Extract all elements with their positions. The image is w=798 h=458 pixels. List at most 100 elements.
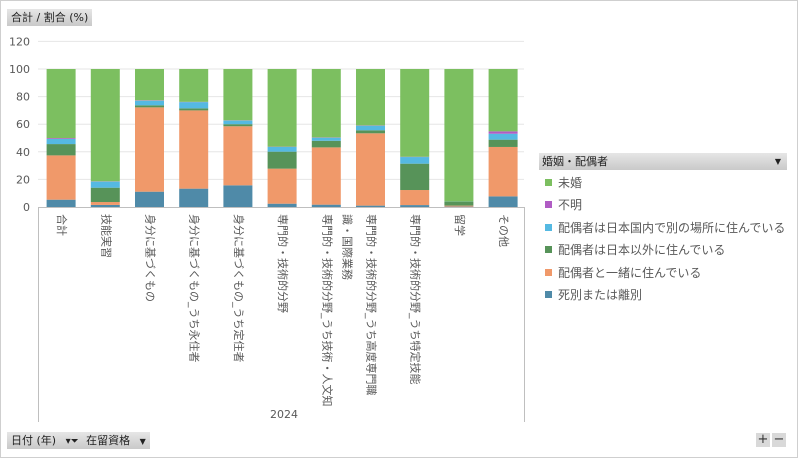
category-label: 留学	[452, 214, 466, 236]
category-label: 専門的・技術的分野_うち特定技能	[408, 214, 422, 385]
bar-segment[interactable]	[135, 107, 164, 192]
bar-segment[interactable]	[356, 133, 385, 206]
legend-label: 未婚	[558, 176, 583, 190]
bar-segment[interactable]	[135, 69, 164, 101]
legend-swatch	[545, 291, 552, 298]
bar-segment[interactable]	[90, 204, 120, 207]
legend-swatch	[545, 201, 552, 209]
bar-segment[interactable]	[488, 131, 518, 134]
bar-segment[interactable]	[179, 69, 209, 102]
dropdown-arrow-icon[interactable]: ▼	[774, 157, 781, 166]
bar-segment[interactable]	[135, 100, 164, 106]
status-field-button[interactable]: 在留資格	[86, 434, 131, 447]
y-tick-label: 40	[16, 146, 30, 159]
legend-label: 死別または離別	[558, 288, 643, 302]
category-label: 技能実習	[99, 214, 113, 258]
bar-segment[interactable]	[46, 138, 76, 139]
bar-segment[interactable]	[311, 147, 341, 205]
bar-segment[interactable]	[488, 139, 518, 147]
category-label: 身分に基づくもの_うち永住者	[187, 214, 201, 363]
bar-segment[interactable]	[488, 69, 518, 132]
zoom-in-button[interactable]: +	[756, 432, 770, 447]
bar-segment[interactable]	[356, 125, 385, 131]
bar-segment[interactable]	[46, 144, 76, 156]
bar-segment[interactable]	[400, 163, 430, 191]
bar-segment[interactable]	[488, 146, 518, 197]
filter-icon[interactable]: ▾⏷	[65, 436, 79, 447]
bar-segment[interactable]	[356, 205, 385, 207]
bar-segment[interactable]	[400, 190, 430, 206]
dropdown-arrow-icon[interactable]: ▼	[139, 437, 146, 446]
bar-segment[interactable]	[223, 126, 253, 186]
legend-label: 配偶者は日本以外に住んでいる	[558, 243, 726, 258]
bar-segment[interactable]	[311, 140, 341, 148]
bar-segment[interactable]	[488, 133, 518, 140]
date-field-button[interactable]: 日付 (年)	[11, 434, 57, 447]
bar-segment[interactable]	[223, 185, 253, 207]
bar-segment[interactable]	[135, 191, 164, 207]
bar-segment[interactable]	[90, 181, 120, 188]
bar-segment[interactable]	[223, 124, 253, 127]
legend-item: 配偶者は日本以外に住んでいる	[545, 241, 725, 258]
bar-segment[interactable]	[311, 137, 341, 141]
legend-swatch	[545, 246, 552, 254]
bar-segment[interactable]	[267, 146, 297, 152]
bar-segment[interactable]	[90, 187, 120, 203]
bar-segment[interactable]	[267, 203, 297, 207]
value-field-button[interactable]: 合計 / 割合 (%)	[7, 9, 93, 26]
legend-item: 死別または離別	[545, 286, 642, 303]
bar-segment[interactable]	[444, 69, 474, 202]
year-axis-label: 2024	[270, 408, 298, 421]
bar-segment[interactable]	[267, 168, 297, 204]
bar-segment[interactable]	[267, 69, 297, 147]
bar-segment[interactable]	[267, 151, 297, 169]
category-label: 身分に基づくもの_うち定住者	[231, 214, 245, 363]
bar-segment[interactable]	[179, 110, 209, 189]
y-tick-label: 120	[9, 35, 30, 48]
y-tick-label: 0	[23, 201, 30, 214]
bar-segment[interactable]	[90, 202, 120, 205]
category-label: 専門的・技術的分野_うち高度専門職	[364, 214, 378, 396]
category-label: 専門的・技術的分野_うち技術・人文知識・国際業務	[320, 214, 354, 407]
y-tick-label: 80	[16, 91, 30, 104]
category-label: 合計	[55, 214, 69, 236]
legend-swatch	[545, 268, 552, 276]
bar-segment[interactable]	[179, 108, 209, 111]
bar-segment[interactable]	[223, 69, 253, 121]
legend-swatch	[545, 223, 552, 231]
category-label: 身分に基づくもの	[143, 214, 157, 302]
category-label: 専門的・技術的分野	[276, 214, 290, 313]
category-label: その他	[497, 214, 511, 247]
bar-segment[interactable]	[356, 130, 385, 134]
bar-segment[interactable]	[135, 105, 164, 108]
bar-segment[interactable]	[46, 138, 76, 145]
bar-segment[interactable]	[400, 205, 430, 207]
legend-label: 配偶者と一緒に住んでいる	[558, 265, 702, 280]
bar-segment[interactable]	[356, 69, 385, 126]
bar-segment[interactable]	[46, 69, 76, 139]
legend-title: 婚姻・配偶者	[542, 155, 608, 168]
bar-segment[interactable]	[444, 205, 474, 207]
bar-segment[interactable]	[488, 196, 518, 207]
bar-segment[interactable]	[311, 204, 341, 207]
y-tick-label: 60	[16, 118, 30, 131]
legend-label: 配偶者は日本国内で別の場所に住んでいる	[558, 220, 786, 235]
bar-segment[interactable]	[179, 188, 209, 207]
bar-segment[interactable]	[179, 102, 209, 109]
bar-segment[interactable]	[444, 201, 474, 206]
bar-segment[interactable]	[400, 69, 430, 157]
bar-segment[interactable]	[223, 120, 253, 125]
legend-label: 不明	[558, 198, 583, 213]
y-tick-label: 20	[16, 173, 30, 186]
zoom-out-button[interactable]: −	[772, 432, 786, 447]
bar-segment[interactable]	[400, 157, 430, 164]
legend-item: 不明	[545, 196, 582, 213]
bar-segment[interactable]	[90, 69, 120, 182]
y-tick-label: 100	[9, 63, 30, 76]
legend-item: 配偶者と一緒に住んでいる	[545, 264, 701, 281]
bar-segment[interactable]	[311, 69, 341, 138]
legend-field-button[interactable]: 婚姻・配偶者 ▼	[539, 153, 787, 170]
bar-segment[interactable]	[46, 199, 76, 207]
bar-segment[interactable]	[46, 155, 76, 200]
